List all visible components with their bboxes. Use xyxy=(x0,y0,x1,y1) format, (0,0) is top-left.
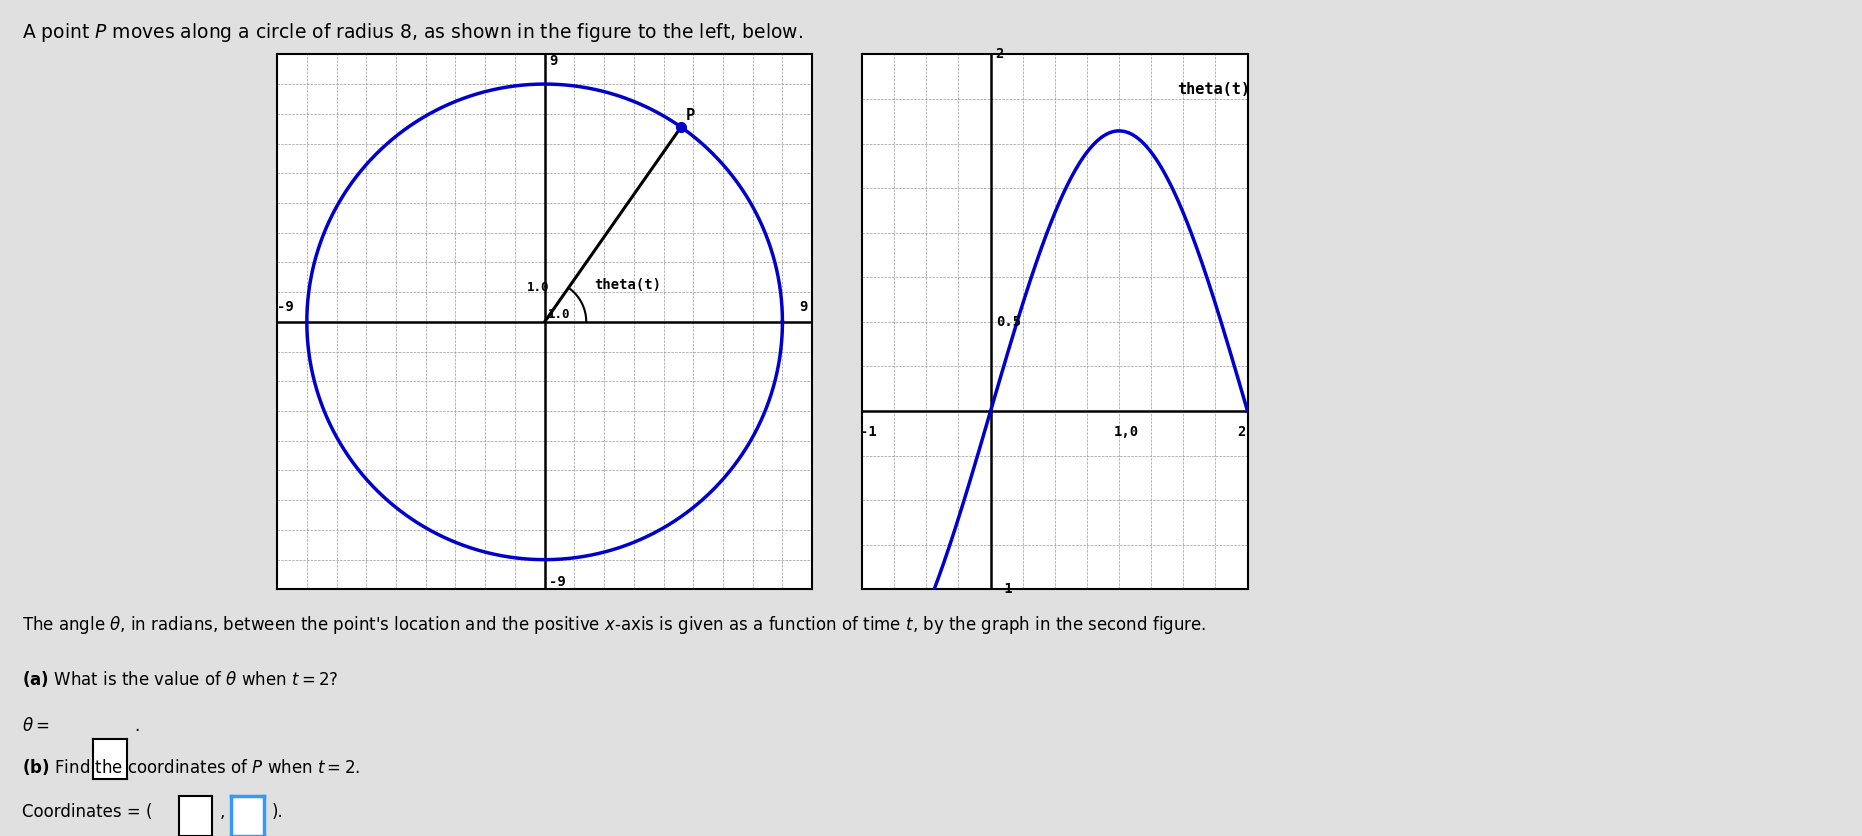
Text: -1: -1 xyxy=(860,426,877,439)
Text: P: P xyxy=(685,108,695,123)
Text: -1: -1 xyxy=(996,583,1013,596)
Text: 0.5: 0.5 xyxy=(996,315,1020,329)
Text: 2: 2 xyxy=(1236,426,1246,439)
Text: 1,0: 1,0 xyxy=(1113,426,1140,439)
Text: Coordinates = (: Coordinates = ( xyxy=(22,803,153,821)
Text: .: . xyxy=(134,717,140,736)
Text: A point $P$ moves along a circle of radius 8, as shown in the figure to the left: A point $P$ moves along a circle of radi… xyxy=(22,21,803,44)
Text: 9: 9 xyxy=(799,300,806,314)
Text: $\mathbf{(a)}$ What is the value of $\theta$ when $t = 2$?: $\mathbf{(a)}$ What is the value of $\th… xyxy=(22,669,339,689)
Text: theta(t): theta(t) xyxy=(594,278,661,293)
Text: theta(t): theta(t) xyxy=(1177,82,1249,97)
Text: ,: , xyxy=(220,803,225,821)
Text: ).: ). xyxy=(272,803,283,821)
Text: The angle $\theta$, in radians, between the point's location and the positive $x: The angle $\theta$, in radians, between … xyxy=(22,614,1207,636)
Text: 1.0: 1.0 xyxy=(527,281,549,293)
Text: $\mathbf{(b)}$ Find the coordinates of $P$ when $t = 2$.: $\mathbf{(b)}$ Find the coordinates of $… xyxy=(22,757,361,777)
Text: 9: 9 xyxy=(549,54,557,68)
Text: $\theta =$: $\theta =$ xyxy=(22,717,50,736)
Text: 1.0: 1.0 xyxy=(547,308,570,321)
Text: -9: -9 xyxy=(549,575,566,589)
Text: 2: 2 xyxy=(996,48,1004,61)
Text: -9: -9 xyxy=(277,300,294,314)
